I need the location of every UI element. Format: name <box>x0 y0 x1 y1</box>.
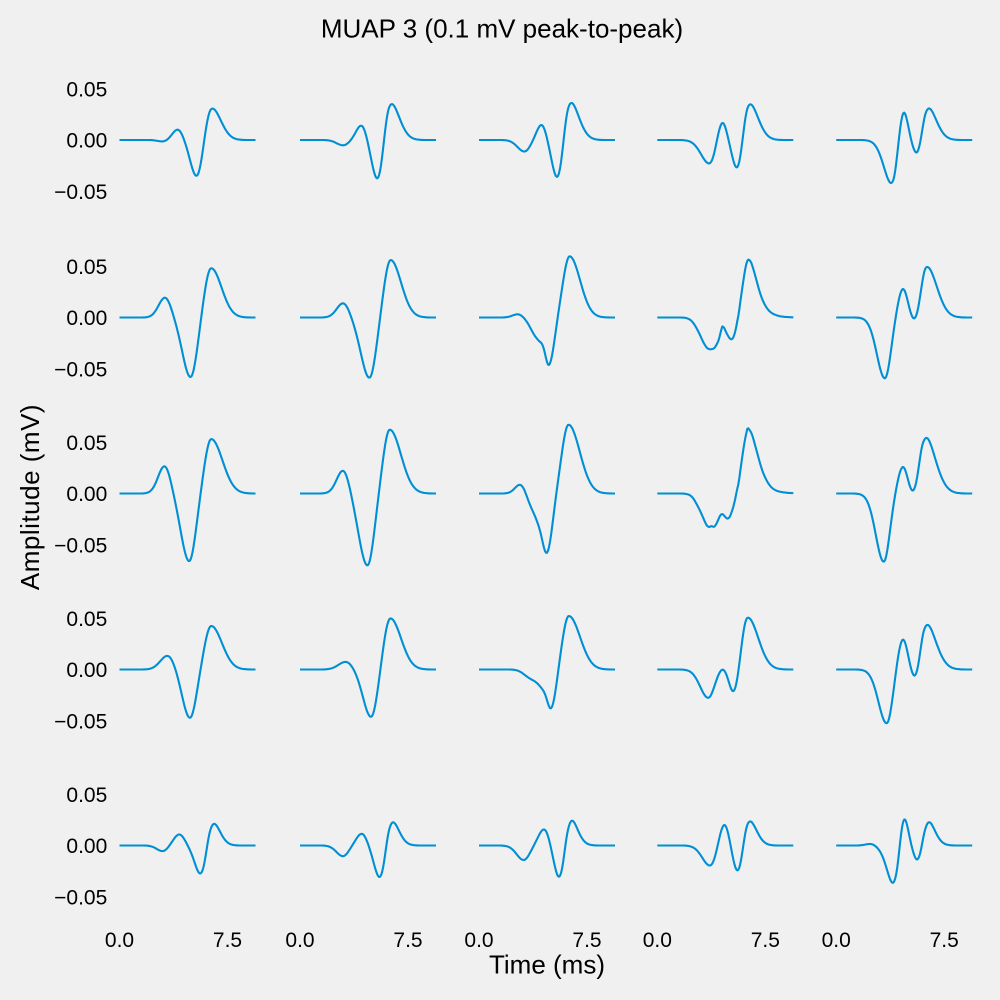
svg-text:0.0: 0.0 <box>643 929 672 952</box>
svg-text:0.00: 0.00 <box>66 130 107 153</box>
svg-text:0.05: 0.05 <box>66 784 107 807</box>
svg-text:0.0: 0.0 <box>105 929 134 952</box>
svg-text:−0.05: −0.05 <box>54 181 107 204</box>
svg-text:7.5: 7.5 <box>572 929 601 952</box>
svg-text:0.05: 0.05 <box>66 256 107 279</box>
svg-text:Time (ms): Time (ms) <box>489 949 605 979</box>
svg-text:−0.05: −0.05 <box>54 534 107 557</box>
svg-text:0.00: 0.00 <box>66 659 107 682</box>
svg-text:7.5: 7.5 <box>393 929 422 952</box>
svg-text:0.00: 0.00 <box>66 307 107 330</box>
svg-text:Amplitude (mV): Amplitude (mV) <box>15 404 45 590</box>
svg-text:0.0: 0.0 <box>464 929 493 952</box>
svg-text:0.05: 0.05 <box>66 608 107 631</box>
svg-text:0.05: 0.05 <box>66 78 107 101</box>
svg-text:−0.05: −0.05 <box>54 886 107 909</box>
svg-text:0.05: 0.05 <box>66 432 107 455</box>
svg-text:7.5: 7.5 <box>213 929 242 952</box>
svg-text:−0.05: −0.05 <box>54 358 107 381</box>
svg-text:−0.05: −0.05 <box>54 710 107 733</box>
svg-text:0.0: 0.0 <box>822 929 851 952</box>
svg-text:0.00: 0.00 <box>66 835 107 858</box>
svg-text:0.00: 0.00 <box>66 483 107 506</box>
svg-text:7.5: 7.5 <box>930 929 959 952</box>
svg-text:7.5: 7.5 <box>751 929 780 952</box>
svg-text:0.0: 0.0 <box>285 929 314 952</box>
svg-text:MUAP 3 (0.1 mV peak-to-peak): MUAP 3 (0.1 mV peak-to-peak) <box>321 13 683 43</box>
